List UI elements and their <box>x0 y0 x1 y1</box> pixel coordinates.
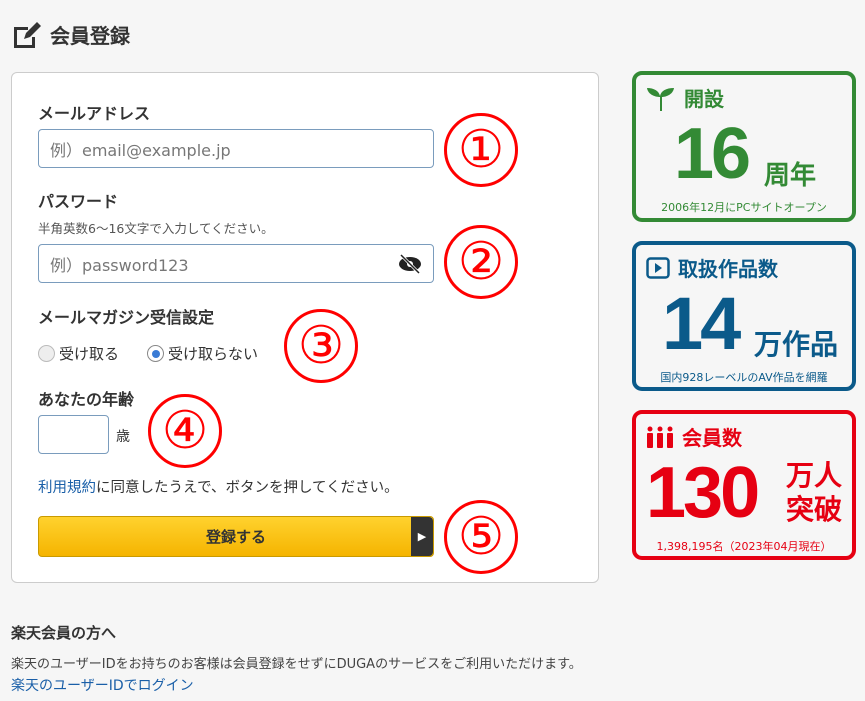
page-title: 会員登録 <box>12 20 130 49</box>
password-label: パスワード <box>38 192 119 211</box>
arrow-right-icon: ▶ <box>411 517 433 556</box>
age-input[interactable] <box>38 415 109 454</box>
stat-card-members: 会員数 130 万人 突破 1,398,195名（2023年04月現在） <box>632 410 856 560</box>
radio-label: 受け取る <box>59 345 120 363</box>
annotation-3: ③ <box>284 309 358 383</box>
stat-value: 130 <box>646 453 760 533</box>
password-hint: 半角英数6〜16文字で入力してください。 <box>38 221 274 236</box>
age-unit: 歳 <box>116 429 130 445</box>
rakuten-text: 楽天のユーザーIDをお持ちのお客様は会員登録をせずにDUGAのサービスをご利用い… <box>11 657 582 672</box>
terms-link[interactable]: 利用規約 <box>38 480 96 496</box>
stat-unit-2: 突破 <box>786 494 843 525</box>
radio-not-receive[interactable]: 受け取らない <box>147 343 258 364</box>
eye-slash-icon[interactable] <box>398 253 422 274</box>
newsletter-label: メールマガジン受信設定 <box>38 308 215 327</box>
stat-unit: 周年 <box>764 160 817 190</box>
stat-value: 16 <box>674 114 751 194</box>
edit-icon <box>14 21 41 48</box>
stat-note: 2006年12月にPCサイトオープン <box>661 201 827 214</box>
stat-card-founded: 開設 16 周年 2006年12月にPCサイトオープン <box>632 71 856 222</box>
annotation-1: ① <box>444 113 518 187</box>
play-icon <box>646 256 670 279</box>
age-label: あなたの年齢 <box>38 390 135 409</box>
sprout-icon <box>647 87 674 111</box>
radio-receive[interactable]: 受け取る <box>38 343 119 364</box>
terms-sentence: に同意したうえで、ボタンを押してください。 <box>96 480 399 496</box>
rakuten-heading: 楽天会員の方へ <box>11 624 117 642</box>
people-icon <box>647 426 673 448</box>
annotation-5: ⑤ <box>444 500 518 574</box>
email-input[interactable]: 例）email@example.jp <box>38 129 434 168</box>
stat-note: 国内928レーベルのAV作品を網羅 <box>660 371 828 384</box>
radio-label: 受け取らない <box>168 345 259 363</box>
stat-title: 会員数 <box>682 426 742 450</box>
stat-title: 取扱作品数 <box>678 257 778 281</box>
radio-button[interactable] <box>38 345 55 362</box>
password-input[interactable]: 例）password123 <box>38 244 434 283</box>
stat-unit: 万作品 <box>754 329 839 360</box>
stat-unit: 万人 <box>786 460 843 491</box>
password-placeholder: 例）password123 <box>50 255 189 275</box>
terms-text: 利用規約に同意したうえで、ボタンを押してください。 <box>38 476 399 497</box>
email-label: メールアドレス <box>38 104 151 123</box>
radio-button[interactable] <box>147 345 164 362</box>
stat-value: 14 <box>662 282 741 365</box>
email-placeholder: 例）email@example.jp <box>50 140 231 160</box>
stat-title: 開設 <box>684 87 724 111</box>
register-label: 登録する <box>205 528 266 546</box>
register-button[interactable]: 登録する ▶ <box>38 516 434 557</box>
annotation-2: ② <box>444 225 518 299</box>
page-title-text: 会員登録 <box>50 24 130 48</box>
rakuten-login-link[interactable]: 楽天のユーザーIDでログイン <box>11 678 194 694</box>
stat-card-titles: 取扱作品数 14 万作品 国内928レーベルのAV作品を網羅 <box>632 241 856 391</box>
stat-note: 1,398,195名（2023年04月現在） <box>656 540 832 553</box>
annotation-4: ④ <box>148 394 222 468</box>
